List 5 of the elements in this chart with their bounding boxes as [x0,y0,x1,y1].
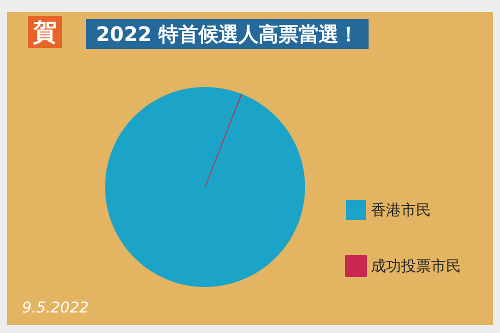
legend-label: 香港市民 [371,201,431,219]
legend-label: 成功投票市民 [371,257,461,275]
chart-title: 賀 [32,18,57,46]
text: 9.5.2022 [22,298,89,316]
chart-subtitle: 2022 特首候選人高票當選！ [96,22,359,46]
